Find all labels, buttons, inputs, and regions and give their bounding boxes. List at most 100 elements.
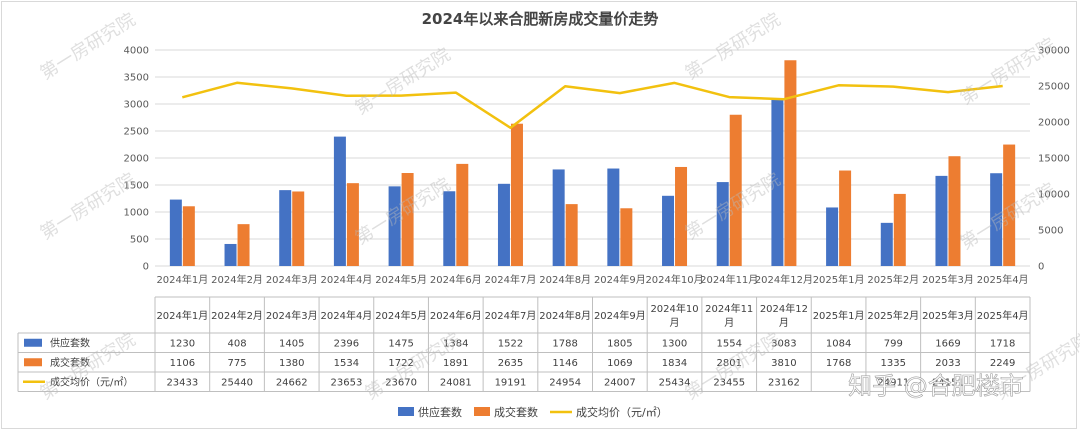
table-cell: 24007 bbox=[604, 377, 636, 388]
table-header: 2024年5月 bbox=[375, 309, 427, 322]
table-cell: 1230 bbox=[170, 338, 195, 349]
table-cell: 24662 bbox=[276, 377, 308, 388]
x-tick-label: 2024年10月 bbox=[645, 273, 703, 286]
table-cell: 1805 bbox=[607, 338, 632, 349]
bar-supply bbox=[388, 186, 401, 266]
bar-supply bbox=[935, 175, 948, 266]
bar-supply bbox=[497, 183, 510, 266]
y-left-tick-label: 1000 bbox=[124, 208, 149, 219]
table-cell: 1300 bbox=[662, 338, 687, 349]
bar-supply bbox=[169, 199, 182, 266]
table-header: 2025年4月 bbox=[977, 309, 1029, 322]
y-left-tick-label: 2000 bbox=[124, 154, 149, 165]
legend-key bbox=[398, 407, 414, 416]
table-cell: 2033 bbox=[935, 358, 960, 369]
bar-deal bbox=[784, 60, 797, 267]
bar-deal bbox=[839, 170, 852, 266]
table-cell: 23455 bbox=[713, 377, 745, 388]
table-cell: 24911 bbox=[877, 377, 909, 388]
y-left-tick-label: 3500 bbox=[124, 73, 149, 84]
bar-deal bbox=[292, 191, 305, 266]
table-header: 2024年10 bbox=[650, 302, 698, 315]
x-tick-label: 2024年12月 bbox=[755, 273, 813, 286]
table-header: 2024年11 bbox=[705, 302, 753, 315]
table-cell: 1084 bbox=[826, 338, 851, 349]
y-left-tick-label: 2500 bbox=[124, 127, 149, 138]
bar-supply bbox=[552, 169, 565, 266]
bar-supply bbox=[990, 173, 1003, 266]
x-tick-label: 2024年8月 bbox=[539, 273, 591, 286]
x-tick-label: 2025年3月 bbox=[922, 273, 974, 286]
x-tick-label: 2024年6月 bbox=[430, 273, 482, 286]
table-cell: 2635 bbox=[498, 358, 523, 369]
table-header: 2025年3月 bbox=[922, 309, 974, 322]
table-cell: 25434 bbox=[659, 377, 691, 388]
table-header: 2024年7月 bbox=[485, 309, 537, 322]
x-tick-label: 2024年4月 bbox=[321, 273, 373, 286]
zhihu-overlay-text: 知乎 @合肥楼市 bbox=[848, 372, 1024, 400]
chart-title: 2024年以来合肥新房成交量价走势 bbox=[421, 10, 659, 28]
y-left-tick-label: 500 bbox=[130, 235, 149, 246]
table-cell: 799 bbox=[884, 338, 903, 349]
table-header: 月 bbox=[724, 317, 734, 329]
legend-label: 成交均价（元/㎡） bbox=[576, 405, 668, 419]
table-header: 2024年3月 bbox=[266, 309, 318, 322]
table-header: 2025年1月 bbox=[813, 309, 865, 322]
x-tick-label: 2024年9月 bbox=[594, 273, 646, 286]
table-header: 月 bbox=[670, 317, 680, 329]
table-cell: 1335 bbox=[881, 358, 906, 369]
table-cell: 3810 bbox=[771, 358, 796, 369]
table-header: 2024年4月 bbox=[321, 309, 373, 322]
y-left-tick-label: 3000 bbox=[124, 100, 149, 111]
table-cell: 1380 bbox=[279, 358, 304, 369]
table-header: 2024年8月 bbox=[539, 309, 591, 322]
table-legend-key bbox=[24, 338, 42, 347]
table-cell: 775 bbox=[227, 358, 246, 369]
legend-label: 成交套数 bbox=[494, 405, 538, 419]
table-header: 2024年12 bbox=[760, 302, 808, 315]
x-tick-label: 2024年1月 bbox=[156, 273, 208, 286]
y-right-tick-label: 20000 bbox=[1038, 118, 1070, 129]
x-tick-label: 2025年1月 bbox=[813, 273, 865, 286]
table-header: 2024年6月 bbox=[430, 309, 482, 322]
y-right-tick-label: 10000 bbox=[1038, 190, 1070, 201]
y-left-tick-label: 1500 bbox=[124, 181, 149, 192]
table-cell: 1891 bbox=[443, 358, 468, 369]
table-legend-key bbox=[24, 358, 42, 367]
price-line bbox=[181, 81, 1003, 130]
table-cell: 1405 bbox=[279, 338, 304, 349]
table-cell: 1475 bbox=[388, 338, 413, 349]
table-cell: 24081 bbox=[440, 377, 472, 388]
table-row-label: 成交均价（元/㎡） bbox=[50, 375, 133, 388]
table-cell: 23670 bbox=[385, 377, 417, 388]
table-cell: 3083 bbox=[771, 338, 796, 349]
table-cell: 23433 bbox=[166, 377, 198, 388]
bar-deal bbox=[456, 163, 469, 266]
table-row-label: 供应套数 bbox=[50, 336, 90, 349]
table-header: 2024年1月 bbox=[156, 309, 208, 322]
bar-deal bbox=[510, 123, 523, 267]
bar-supply bbox=[826, 207, 839, 266]
table-cell: 1534 bbox=[334, 358, 359, 369]
y-right-tick-label: 25000 bbox=[1038, 82, 1070, 93]
bar-supply bbox=[716, 182, 729, 266]
table-cell: 1384 bbox=[443, 338, 468, 349]
table-cell: 1669 bbox=[935, 338, 960, 349]
bar-deal bbox=[620, 208, 633, 266]
bar-deal bbox=[1003, 144, 1016, 266]
bar-deal bbox=[346, 183, 359, 266]
table-cell: 408 bbox=[227, 338, 246, 349]
bar-deal bbox=[948, 156, 961, 266]
table-cell: 24954 bbox=[549, 377, 581, 388]
y-right-tick-label: 30000 bbox=[1038, 46, 1070, 57]
table-cell: 2249 bbox=[990, 358, 1015, 369]
y-right-tick-label: 5000 bbox=[1038, 226, 1063, 237]
bar-deal bbox=[237, 224, 250, 266]
x-tick-label: 2024年5月 bbox=[375, 273, 427, 286]
table-row-label: 成交套数 bbox=[50, 356, 90, 369]
watermark-text: 第一房研究院 bbox=[957, 34, 1060, 109]
table-cell: 1722 bbox=[388, 358, 413, 369]
bar-deal bbox=[565, 204, 578, 266]
